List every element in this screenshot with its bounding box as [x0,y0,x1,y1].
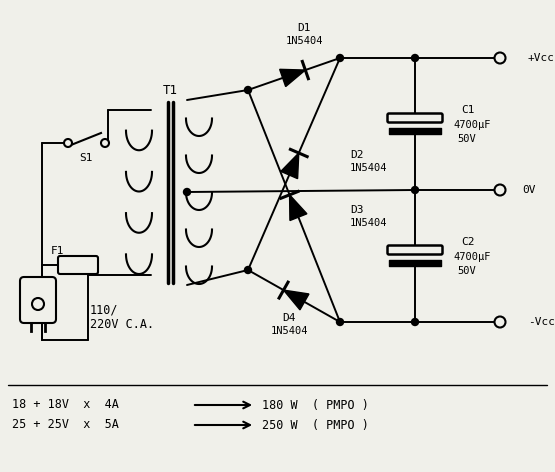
Circle shape [495,52,506,64]
Text: 220V C.A.: 220V C.A. [90,319,154,331]
Text: 110/: 110/ [90,303,119,317]
Text: T1: T1 [163,84,178,96]
Circle shape [245,267,251,273]
Text: 1N5404: 1N5404 [350,163,387,173]
Text: 25 + 25V  x  5A: 25 + 25V x 5A [12,419,119,431]
Circle shape [32,298,44,310]
Text: C1: C1 [461,105,475,115]
Text: 50V: 50V [457,134,476,144]
Text: 1N5404: 1N5404 [270,326,308,336]
Circle shape [411,186,418,194]
Text: 18 + 18V  x  4A: 18 + 18V x 4A [12,398,119,412]
Polygon shape [284,290,309,310]
Text: 4700μF: 4700μF [453,120,491,130]
Text: 180 W  ( PMPO ): 180 W ( PMPO ) [262,398,369,412]
Text: D1: D1 [297,23,311,33]
Text: 1N5404: 1N5404 [350,218,387,228]
Text: 250 W  ( PMPO ): 250 W ( PMPO ) [262,419,369,431]
Circle shape [101,139,109,147]
FancyBboxPatch shape [20,277,56,323]
FancyBboxPatch shape [58,256,98,274]
FancyBboxPatch shape [387,113,442,123]
Circle shape [495,185,506,195]
Circle shape [495,317,506,328]
Text: C2: C2 [461,237,475,247]
Circle shape [245,86,251,93]
Polygon shape [281,153,299,178]
Text: +Vcc: +Vcc [528,53,555,63]
FancyBboxPatch shape [387,245,442,254]
Text: D2: D2 [350,150,364,160]
Text: 1N5404: 1N5404 [285,36,323,46]
Circle shape [336,54,344,61]
Circle shape [184,188,190,195]
Text: -Vcc: -Vcc [528,317,555,327]
Circle shape [336,319,344,326]
Text: 50V: 50V [457,266,476,276]
Text: D3: D3 [350,205,364,215]
Polygon shape [280,69,305,86]
Text: F1: F1 [51,246,65,256]
Circle shape [64,139,72,147]
Polygon shape [290,195,307,220]
Text: S1: S1 [79,153,93,163]
Circle shape [411,54,418,61]
Text: 0V: 0V [522,185,536,195]
Circle shape [411,319,418,326]
Text: 4700μF: 4700μF [453,252,491,262]
Text: D4: D4 [282,313,296,323]
